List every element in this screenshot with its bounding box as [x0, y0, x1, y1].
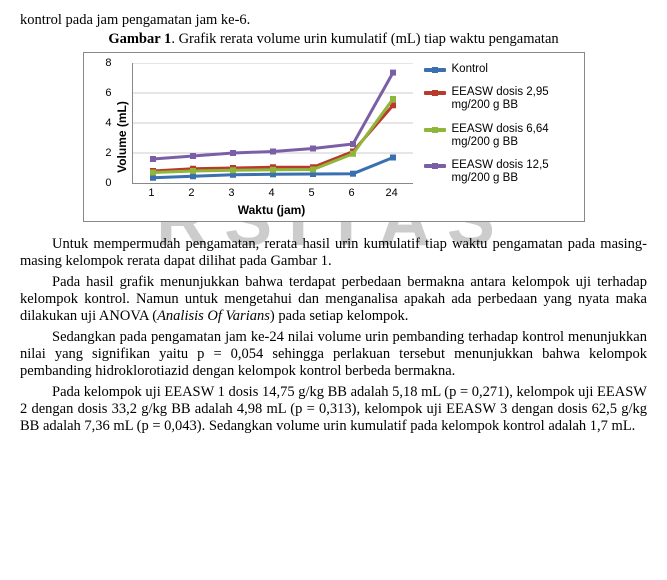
x-tick: 5	[308, 187, 314, 199]
x-tick: 1	[148, 187, 154, 199]
x-tick: 24	[385, 187, 397, 199]
anova-italic: Analisis Of Varians	[157, 308, 270, 324]
figure-label-rest: . Grafik rerata volume urin kumulatif (m…	[171, 31, 558, 47]
x-tick: 6	[349, 187, 355, 199]
x-tick: 3	[228, 187, 234, 199]
x-axis-label: Waktu (jam)	[132, 203, 412, 217]
paragraph: Sedangkan pada pengamatan jam ke-24 nila…	[20, 329, 647, 380]
page-content: kontrol pada jam pengamatan jam ke-6. Ga…	[20, 12, 647, 435]
legend-label: EEASW dosis 2,95 mg/200 g BB	[452, 86, 576, 112]
paragraph: Untuk mempermudah pengamatan, rerata has…	[20, 236, 647, 270]
legend-swatch	[424, 68, 446, 72]
chart-container: Volume (mL) 0 2 4 6 8 1 2 3 4	[83, 52, 585, 222]
legend-swatch	[424, 91, 446, 95]
y-tick: 2	[105, 147, 111, 159]
legend-label: EEASW dosis 6,64 mg/200 g BB	[452, 123, 576, 149]
gridlines	[133, 63, 413, 153]
chart-svg	[133, 63, 413, 183]
plot-area	[132, 63, 413, 184]
figure-label-bold: Gambar 1	[108, 31, 171, 47]
legend-swatch	[424, 128, 446, 132]
y-tick: 6	[105, 87, 111, 99]
series-group	[150, 70, 396, 181]
top-fragment: kontrol pada jam pengamatan jam ke-6.	[20, 12, 647, 29]
legend-swatch	[424, 164, 446, 168]
legend-item: EEASW dosis 12,5 mg/200 g BB	[424, 159, 576, 185]
y-axis-label: Volume (mL)	[114, 101, 128, 173]
legend-item: EEASW dosis 2,95 mg/200 g BB	[424, 86, 576, 112]
paragraph: Pada hasil grafik menunjukkan bahwa terd…	[20, 274, 647, 325]
x-tick: 4	[268, 187, 274, 199]
x-tick: 2	[188, 187, 194, 199]
y-tick: 0	[105, 177, 111, 189]
paragraph-run: ) pada setiap kelompok.	[270, 308, 409, 324]
legend-item: Kontrol	[424, 63, 576, 76]
paragraph: Pada kelompok uji EEASW 1 dosis 14,75 g/…	[20, 384, 647, 435]
legend-item: EEASW dosis 6,64 mg/200 g BB	[424, 123, 576, 149]
figure-caption: Gambar 1. Grafik rerata volume urin kumu…	[20, 31, 647, 48]
legend-label: Kontrol	[452, 63, 488, 76]
y-tick: 8	[105, 57, 111, 69]
legend-label: EEASW dosis 12,5 mg/200 g BB	[452, 159, 576, 185]
legend: Kontrol EEASW dosis 2,95 mg/200 g BB EEA…	[424, 63, 576, 196]
y-tick: 4	[105, 117, 111, 129]
